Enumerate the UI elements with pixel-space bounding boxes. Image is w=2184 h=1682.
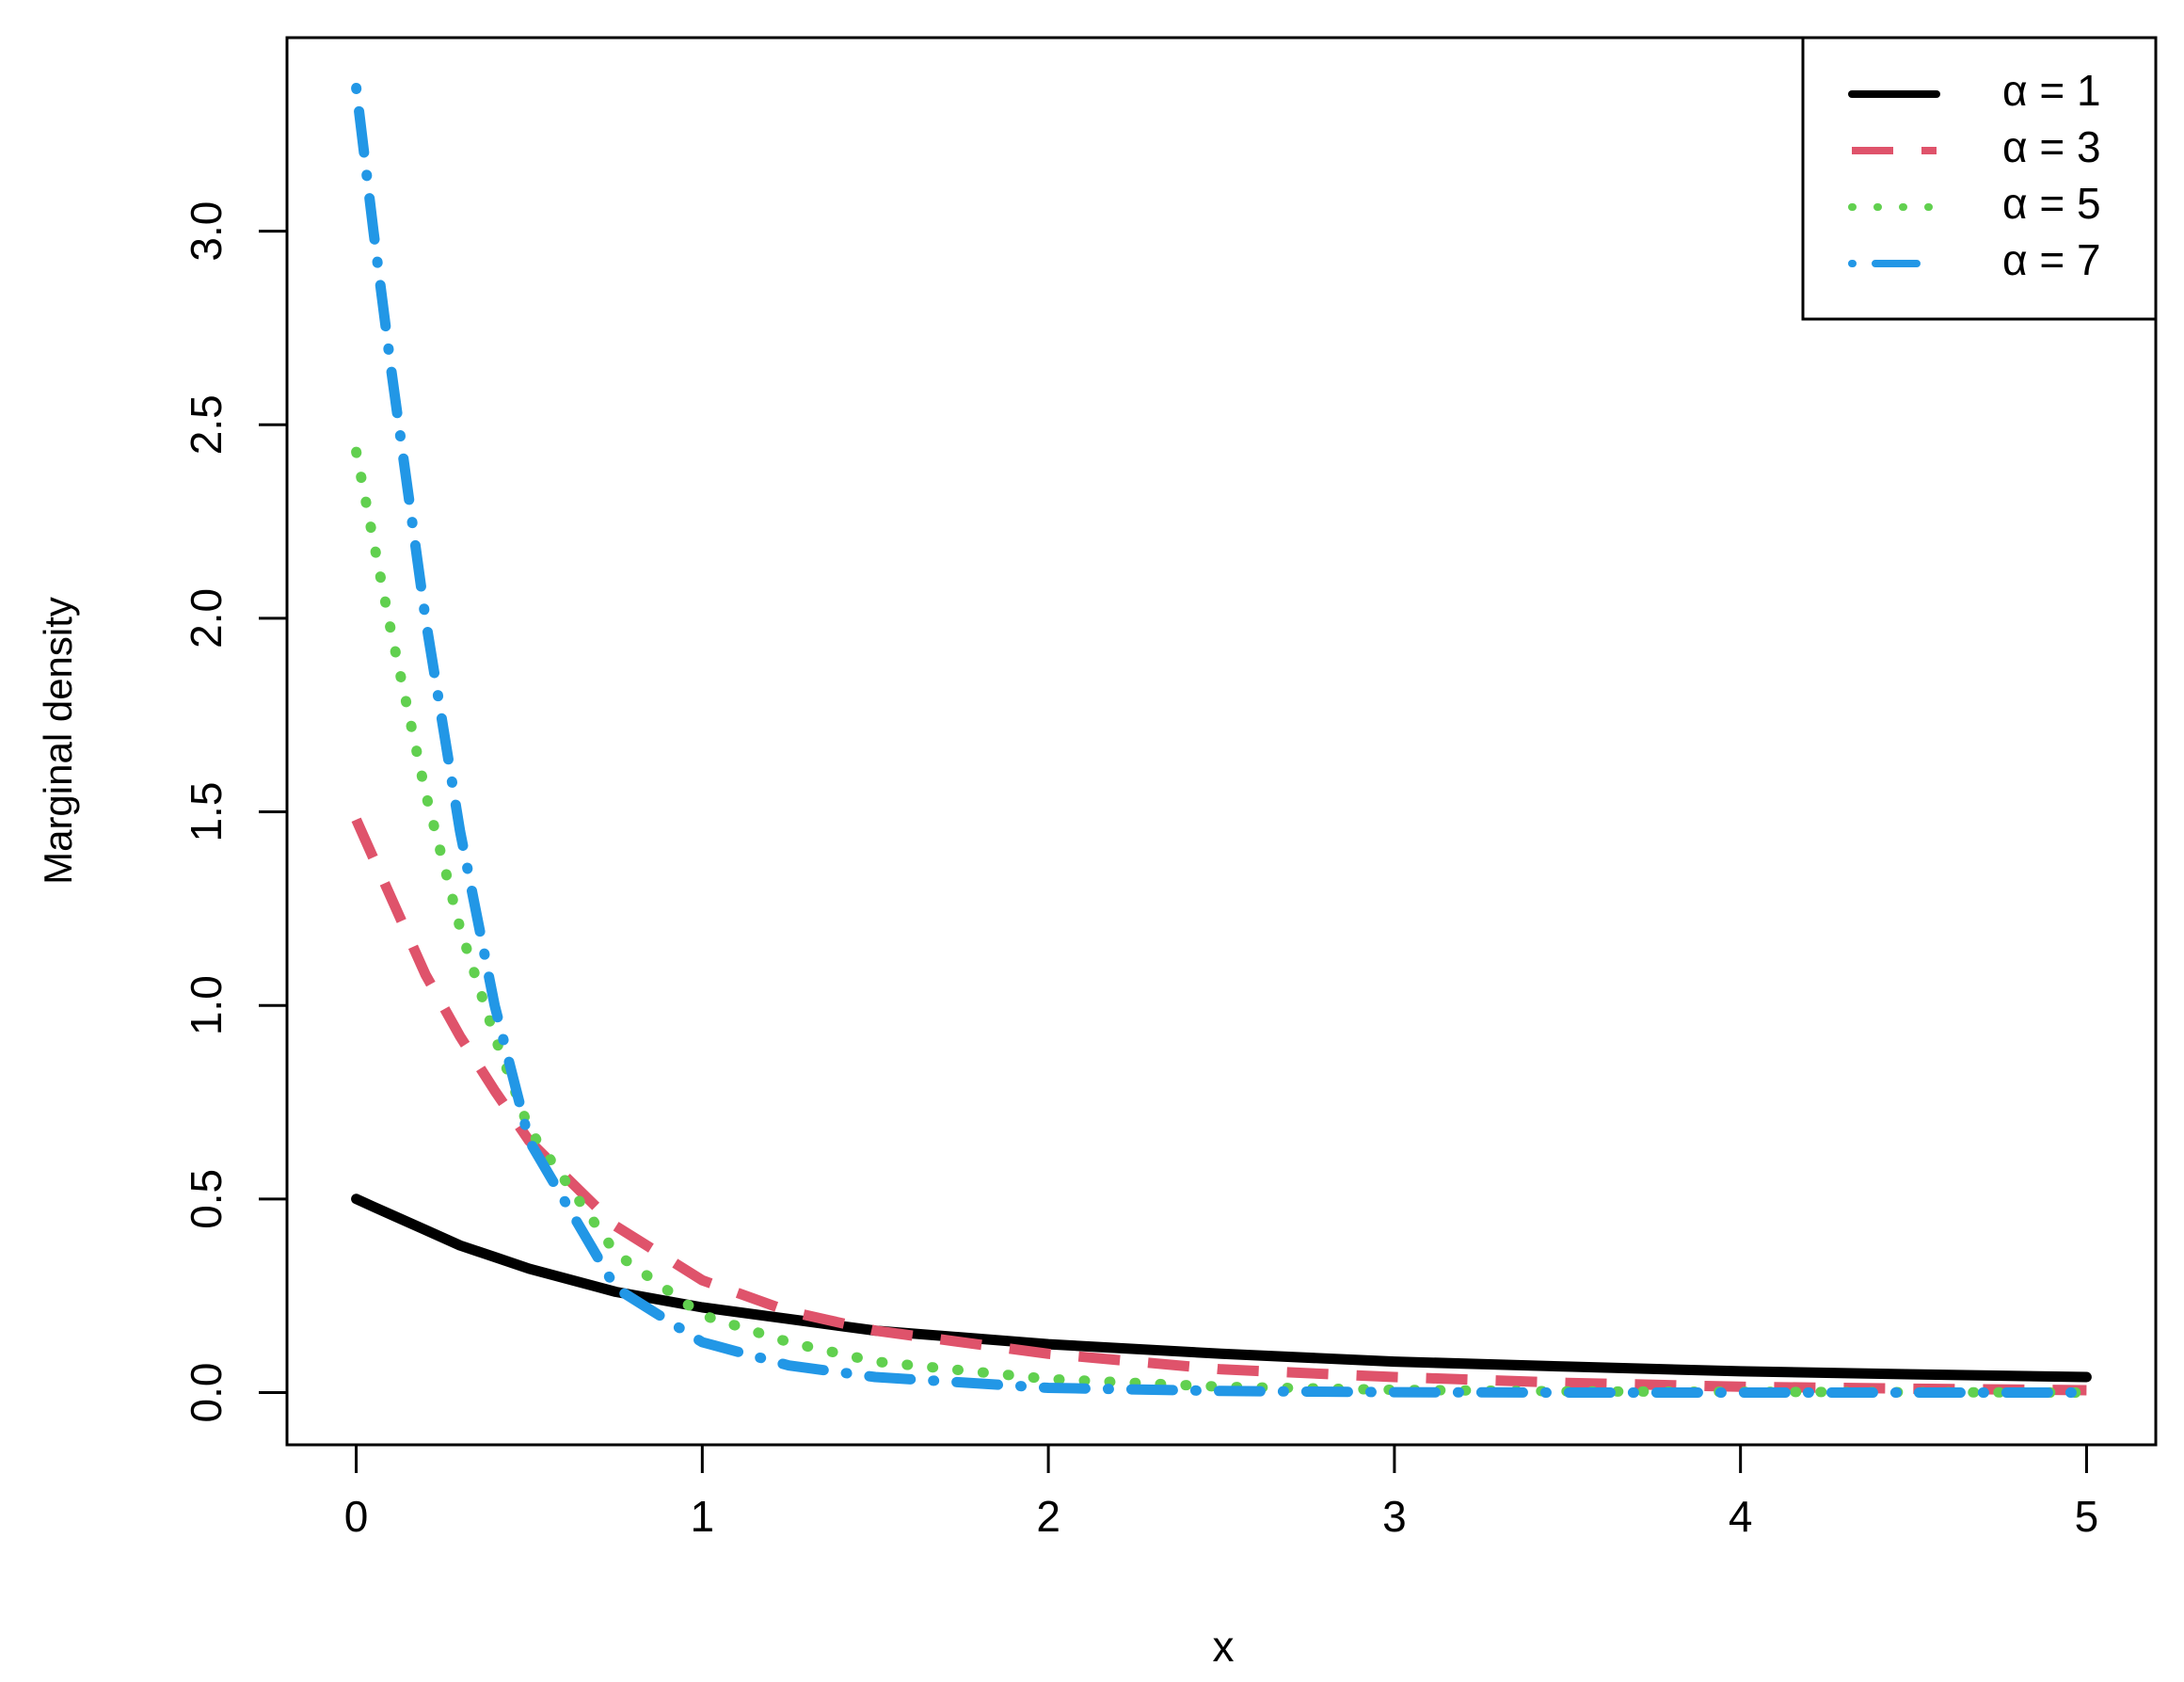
x-tick-label: 2 xyxy=(1036,1492,1060,1541)
series-line xyxy=(351,817,2087,1396)
y-tick-label: 3.0 xyxy=(182,201,231,262)
y-tick-label: 2.5 xyxy=(182,394,231,455)
x-tick-label: 1 xyxy=(691,1492,715,1541)
legend-box xyxy=(1801,36,2158,321)
y-tick-label: 0.0 xyxy=(182,1363,231,1423)
legend-label: α = 1 xyxy=(2002,66,2101,115)
y-axis-title: Marginal density xyxy=(36,597,80,885)
x-axis-title: x xyxy=(1213,1622,1235,1671)
x-tick-label: 4 xyxy=(1729,1492,1753,1541)
x-tick-label: 0 xyxy=(344,1492,369,1541)
series-line xyxy=(351,83,2092,1398)
y-tick-label: 0.5 xyxy=(182,1169,231,1229)
x-tick-label: 3 xyxy=(1382,1492,1407,1541)
legend-label: α = 5 xyxy=(2002,179,2101,228)
plot-frame xyxy=(285,36,2158,1447)
series-line xyxy=(351,1193,2092,1383)
x-tick-label: 5 xyxy=(2075,1492,2099,1541)
legend-label: α = 3 xyxy=(2002,122,2101,171)
y-tick-label: 1.0 xyxy=(182,975,231,1035)
y-tick-label: 2.0 xyxy=(182,588,231,649)
series-line xyxy=(351,446,2092,1398)
legend-label: α = 7 xyxy=(2002,235,2101,284)
y-tick-label: 1.5 xyxy=(182,782,231,842)
